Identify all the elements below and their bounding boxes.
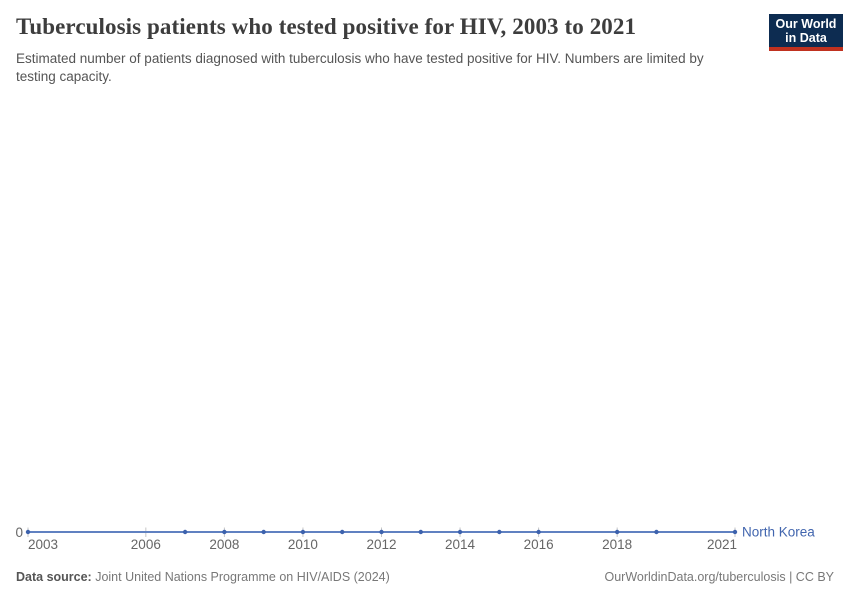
x-tick-label: 2014 [445, 537, 476, 552]
data-point[interactable] [732, 529, 738, 535]
logo-text-line2: in Data [785, 30, 827, 45]
x-tick-label: 2016 [524, 537, 554, 552]
data-point[interactable] [614, 529, 620, 535]
owid-logo[interactable]: Our World in Data [769, 14, 843, 51]
x-tick-label: 2008 [209, 537, 239, 552]
data-source-label: Data source: [16, 570, 92, 584]
x-tick-label: 2003 [28, 537, 58, 552]
data-point[interactable] [300, 529, 306, 535]
data-point[interactable] [340, 529, 345, 535]
data-point[interactable] [379, 529, 384, 535]
entity-label[interactable]: North Korea [742, 525, 815, 540]
data-point[interactable] [261, 529, 266, 535]
x-tick-label: 2021 [707, 537, 737, 552]
x-tick-label: 2018 [602, 537, 632, 552]
data-point[interactable] [497, 529, 502, 535]
data-point[interactable] [418, 529, 423, 535]
data-point[interactable] [654, 529, 659, 535]
x-tick-label: 2006 [131, 537, 161, 552]
chart-footer: Data source: Joint United Nations Progra… [0, 569, 850, 589]
data-point[interactable] [222, 529, 227, 535]
page-title: Tuberculosis patients who tested positiv… [16, 14, 637, 39]
data-point[interactable] [182, 529, 188, 535]
footer-link[interactable]: OurWorldinData.org/tuberculosis | CC BY [604, 570, 835, 584]
x-tick-label: 2010 [288, 537, 318, 552]
data-source: Data source: Joint United Nations Progra… [16, 569, 390, 585]
data-source-text: Joint United Nations Programme on HIV/AI… [91, 570, 390, 584]
logo-text-line1: Our World [775, 16, 837, 31]
chart-subtitle: Estimated number of patients diagnosed w… [16, 51, 704, 84]
data-point[interactable] [25, 529, 31, 535]
x-tick-label: 2012 [366, 537, 396, 552]
data-point[interactable] [536, 529, 541, 535]
y-axis-zero-label: 0 [15, 525, 23, 540]
data-point[interactable] [457, 529, 463, 535]
